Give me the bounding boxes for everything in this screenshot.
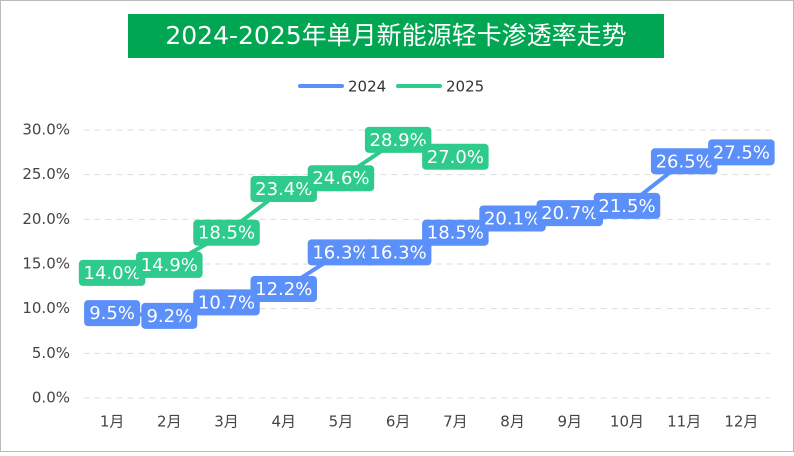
data-label-box — [250, 276, 317, 303]
data-label: 14.0% — [84, 263, 141, 284]
x-tick-label: 8月 — [500, 413, 525, 431]
y-tick-label: 10.0% — [22, 299, 70, 317]
title-bg — [128, 14, 664, 58]
data-label: 20.7% — [541, 203, 598, 224]
x-tick-label: 12月 — [724, 413, 758, 431]
data-label: 21.5% — [598, 196, 655, 217]
data-label: 10.7% — [198, 292, 255, 313]
data-label: 16.3% — [312, 242, 369, 263]
data-label-box — [536, 200, 604, 227]
data-label: 9.2% — [146, 306, 192, 327]
x-tick-label: 1月 — [100, 413, 125, 431]
data-label-box — [479, 205, 546, 232]
data-label-box — [708, 139, 775, 166]
x-tick-label: 6月 — [386, 413, 411, 431]
data-label: 20.1% — [484, 208, 541, 229]
data-label-box — [136, 251, 203, 278]
data-label-box — [307, 165, 375, 192]
data-label-box — [593, 192, 661, 219]
y-tick-label: 30.0% — [22, 121, 70, 139]
x-tick-label: 4月 — [271, 413, 296, 431]
data-label: 26.5% — [656, 151, 713, 172]
data-label-box — [422, 219, 489, 246]
data-label: 27.0% — [427, 147, 484, 168]
data-label-box — [364, 126, 432, 153]
x-tick-label: 7月 — [443, 413, 468, 431]
data-label: 14.9% — [141, 255, 198, 276]
data-label-box — [650, 148, 718, 175]
x-tick-label: 5月 — [329, 413, 354, 431]
x-tick-label: 10月 — [610, 413, 644, 431]
legend-label: 2024 — [348, 78, 386, 96]
data-label: 24.6% — [312, 168, 369, 189]
data-label-box — [193, 289, 260, 316]
y-tick-label: 0.0% — [32, 389, 70, 407]
legend-label: 2025 — [446, 78, 484, 96]
data-label: 16.3% — [370, 242, 427, 263]
data-label-box — [193, 219, 260, 246]
x-tick-label: 11月 — [667, 413, 701, 431]
data-label-box — [364, 239, 432, 266]
x-tick-label: 2月 — [157, 413, 182, 431]
y-tick-label: 5.0% — [32, 344, 70, 362]
data-label: 12.2% — [255, 279, 312, 300]
data-label-box — [307, 239, 375, 266]
y-tick-label: 25.0% — [22, 165, 70, 183]
data-label: 18.5% — [198, 223, 255, 244]
data-label-box — [141, 302, 198, 329]
y-tick-label: 15.0% — [22, 255, 70, 273]
data-label: 27.5% — [713, 142, 770, 163]
x-tick-label: 3月 — [214, 413, 239, 431]
x-tick-label: 9月 — [557, 413, 582, 431]
data-label-box — [250, 175, 317, 202]
data-label-box — [78, 259, 146, 286]
y-tick-label: 20.0% — [22, 210, 70, 228]
data-label: 18.5% — [427, 223, 484, 244]
data-label-box — [422, 143, 489, 170]
data-label: 28.9% — [370, 130, 427, 151]
data-label: 9.5% — [89, 303, 135, 324]
chart-title: 2024-2025年单月新能源轻卡渗透率走势 — [165, 21, 626, 50]
data-label: 23.4% — [255, 179, 312, 200]
data-label-box — [84, 300, 141, 327]
